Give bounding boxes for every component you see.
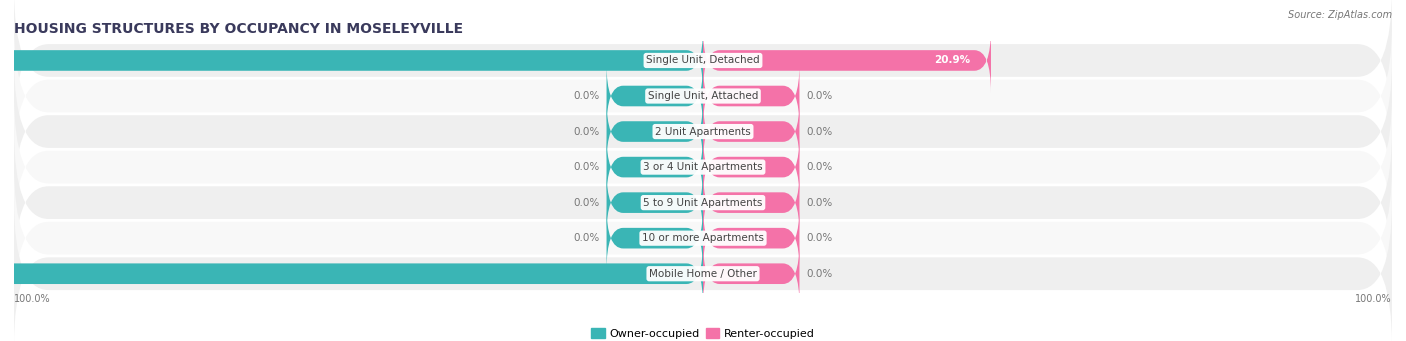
- Text: Single Unit, Detached: Single Unit, Detached: [647, 56, 759, 65]
- FancyBboxPatch shape: [606, 170, 703, 235]
- FancyBboxPatch shape: [14, 59, 1392, 204]
- Text: 2 Unit Apartments: 2 Unit Apartments: [655, 127, 751, 136]
- Text: 0.0%: 0.0%: [807, 198, 832, 208]
- FancyBboxPatch shape: [703, 64, 800, 128]
- Text: 100.0%: 100.0%: [14, 294, 51, 304]
- FancyBboxPatch shape: [14, 201, 1392, 341]
- Text: 0.0%: 0.0%: [807, 233, 832, 243]
- Text: 5 to 9 Unit Apartments: 5 to 9 Unit Apartments: [644, 198, 762, 208]
- Text: 0.0%: 0.0%: [574, 198, 599, 208]
- FancyBboxPatch shape: [703, 135, 800, 199]
- Text: 20.9%: 20.9%: [934, 56, 970, 65]
- FancyBboxPatch shape: [0, 241, 703, 306]
- Text: 0.0%: 0.0%: [807, 269, 832, 279]
- Text: 0.0%: 0.0%: [807, 127, 832, 136]
- Text: 0.0%: 0.0%: [574, 127, 599, 136]
- FancyBboxPatch shape: [606, 206, 703, 270]
- FancyBboxPatch shape: [606, 99, 703, 164]
- Text: Mobile Home / Other: Mobile Home / Other: [650, 269, 756, 279]
- Text: 0.0%: 0.0%: [807, 162, 832, 172]
- FancyBboxPatch shape: [14, 0, 1392, 133]
- Text: 0.0%: 0.0%: [574, 91, 599, 101]
- FancyBboxPatch shape: [14, 130, 1392, 275]
- Text: 0.0%: 0.0%: [807, 91, 832, 101]
- FancyBboxPatch shape: [703, 206, 800, 270]
- FancyBboxPatch shape: [703, 28, 991, 93]
- Text: HOUSING STRUCTURES BY OCCUPANCY IN MOSELEYVILLE: HOUSING STRUCTURES BY OCCUPANCY IN MOSEL…: [14, 22, 463, 36]
- FancyBboxPatch shape: [0, 28, 703, 93]
- FancyBboxPatch shape: [703, 241, 800, 306]
- FancyBboxPatch shape: [606, 135, 703, 199]
- Text: Single Unit, Attached: Single Unit, Attached: [648, 91, 758, 101]
- FancyBboxPatch shape: [14, 94, 1392, 240]
- Text: Source: ZipAtlas.com: Source: ZipAtlas.com: [1288, 10, 1392, 20]
- Text: 0.0%: 0.0%: [574, 162, 599, 172]
- FancyBboxPatch shape: [606, 64, 703, 128]
- Text: 10 or more Apartments: 10 or more Apartments: [643, 233, 763, 243]
- Legend: Owner-occupied, Renter-occupied: Owner-occupied, Renter-occupied: [586, 324, 820, 341]
- FancyBboxPatch shape: [703, 170, 800, 235]
- FancyBboxPatch shape: [14, 166, 1392, 311]
- FancyBboxPatch shape: [14, 24, 1392, 168]
- Text: 3 or 4 Unit Apartments: 3 or 4 Unit Apartments: [643, 162, 763, 172]
- Text: 0.0%: 0.0%: [574, 233, 599, 243]
- Text: 100.0%: 100.0%: [1355, 294, 1392, 304]
- FancyBboxPatch shape: [703, 99, 800, 164]
